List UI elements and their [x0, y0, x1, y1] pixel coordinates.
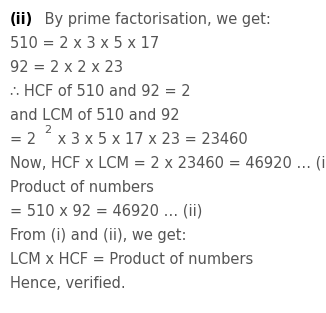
Text: Now, HCF x LCM = 2 x 23460 = 46920 … (i): Now, HCF x LCM = 2 x 23460 = 46920 … (i)	[10, 156, 326, 171]
Text: 2: 2	[44, 125, 51, 135]
Text: ∴ HCF of 510 and 92 = 2: ∴ HCF of 510 and 92 = 2	[10, 84, 191, 99]
Text: = 2: = 2	[10, 132, 36, 147]
Text: = 510 x 92 = 46920 … (ii): = 510 x 92 = 46920 … (ii)	[10, 204, 202, 219]
Text: 510 = 2 x 3 x 5 x 17: 510 = 2 x 3 x 5 x 17	[10, 36, 159, 51]
Text: 92 = 2 x 2 x 23: 92 = 2 x 2 x 23	[10, 60, 123, 75]
Text: LCM x HCF = Product of numbers: LCM x HCF = Product of numbers	[10, 252, 253, 267]
Text: By prime factorisation, we get:: By prime factorisation, we get:	[40, 12, 271, 27]
Text: From (i) and (ii), we get:: From (i) and (ii), we get:	[10, 228, 186, 243]
Text: (ii): (ii)	[10, 12, 33, 27]
Text: Product of numbers: Product of numbers	[10, 180, 154, 195]
Text: x 3 x 5 x 17 x 23 = 23460: x 3 x 5 x 17 x 23 = 23460	[53, 132, 248, 147]
Text: and LCM of 510 and 92: and LCM of 510 and 92	[10, 108, 180, 123]
Text: Hence, verified.: Hence, verified.	[10, 276, 126, 291]
